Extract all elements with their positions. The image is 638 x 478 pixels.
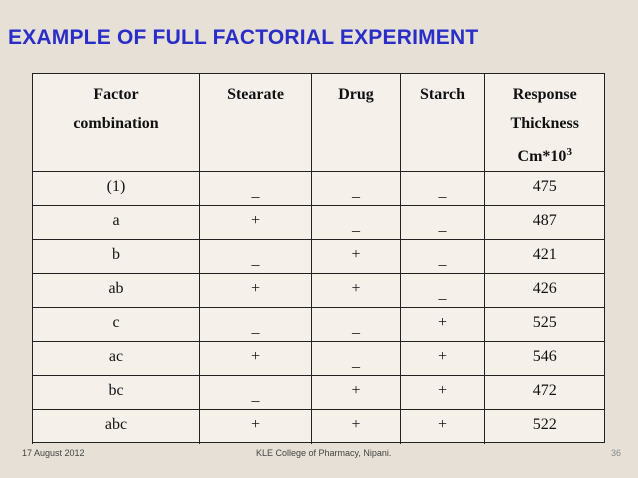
cell-combo: (1): [32, 171, 200, 206]
cell-drug: +: [311, 239, 401, 274]
cell-combo: ac: [32, 341, 200, 376]
cell-combo: c: [32, 307, 200, 342]
table-row: b _ + _ 421: [32, 239, 605, 274]
cell-starch: _: [400, 171, 485, 206]
cell-response: 546: [484, 341, 605, 376]
header-factor-line2: combination: [73, 115, 159, 132]
cell-drug: _: [311, 171, 401, 206]
header-response: Response Thickness Cm*103: [484, 73, 605, 172]
cell-response: 475: [484, 171, 605, 206]
cell-drug: _: [311, 307, 401, 342]
cell-drug: _: [311, 341, 401, 376]
header-response-line1: Response: [512, 86, 577, 103]
cell-response: 522: [484, 409, 605, 444]
table-row: abc + + +522: [32, 409, 605, 444]
cell-combo: bc: [32, 375, 200, 410]
cell-starch: +: [400, 307, 485, 342]
header-drug: Drug: [311, 73, 401, 172]
cell-stearate: _: [199, 375, 312, 410]
cell-combo: ab: [32, 273, 200, 308]
cell-drug: +: [311, 409, 401, 444]
cell-drug: _: [311, 205, 401, 240]
header-factor-combination: Factor combination: [32, 73, 200, 172]
table-row: ab + + _ 426: [32, 273, 605, 308]
cell-starch: +: [400, 341, 485, 376]
cell-stearate: +: [199, 341, 312, 376]
table-row: ac + _ +546: [32, 341, 605, 376]
cell-response: 472: [484, 375, 605, 410]
header-response-exponent: 3: [566, 146, 572, 158]
table-row: c _ _ +525: [32, 307, 605, 342]
cell-starch: _: [400, 239, 485, 274]
cell-drug: +: [311, 375, 401, 410]
header-response-line3: Cm*10: [517, 148, 567, 165]
cell-response: 525: [484, 307, 605, 342]
table-header-row: Factor combination Stearate Drug Starch …: [32, 73, 605, 172]
cell-starch: _: [400, 205, 485, 240]
page-number: 36: [611, 448, 622, 458]
table-row: a + _ _ 487: [32, 205, 605, 240]
cell-combo: abc: [32, 409, 200, 444]
footer-organization: KLE College of Pharmacy, Nipani.: [256, 448, 392, 458]
cell-stearate: _: [199, 307, 312, 342]
cell-stearate: +: [199, 409, 312, 444]
cell-response: 487: [484, 205, 605, 240]
header-response-line2: Thickness: [510, 115, 579, 132]
footer-date: 17 August 2012: [22, 448, 85, 458]
cell-combo: a: [32, 205, 200, 240]
cell-combo: b: [32, 239, 200, 274]
header-starch: Starch: [400, 73, 485, 172]
slide-title: EXAMPLE OF FULL FACTORIAL EXPERIMENT: [8, 26, 479, 49]
cell-response: 421: [484, 239, 605, 274]
cell-starch: _: [400, 273, 485, 308]
table-row: (1) _ _ _ 475: [32, 171, 605, 206]
cell-response: 426: [484, 273, 605, 308]
cell-stearate: _: [199, 239, 312, 274]
factorial-table-container: Factor combination Stearate Drug Starch …: [32, 73, 605, 444]
header-stearate: Stearate: [199, 73, 312, 172]
header-factor-line1: Factor: [93, 86, 139, 103]
cell-drug: +: [311, 273, 401, 308]
cell-starch: +: [400, 409, 485, 444]
table-row: bc _ + +472: [32, 375, 605, 410]
cell-stearate: +: [199, 273, 312, 308]
factorial-table: Factor combination Stearate Drug Starch …: [32, 73, 605, 444]
cell-stearate: _: [199, 171, 312, 206]
table-body: (1) _ _ _ 475 a + _ _ 487 b _ + _ 421 ab + + _ 426 c _ _ +525 ac…: [32, 171, 605, 444]
cell-stearate: +: [199, 205, 312, 240]
cell-starch: +: [400, 375, 485, 410]
